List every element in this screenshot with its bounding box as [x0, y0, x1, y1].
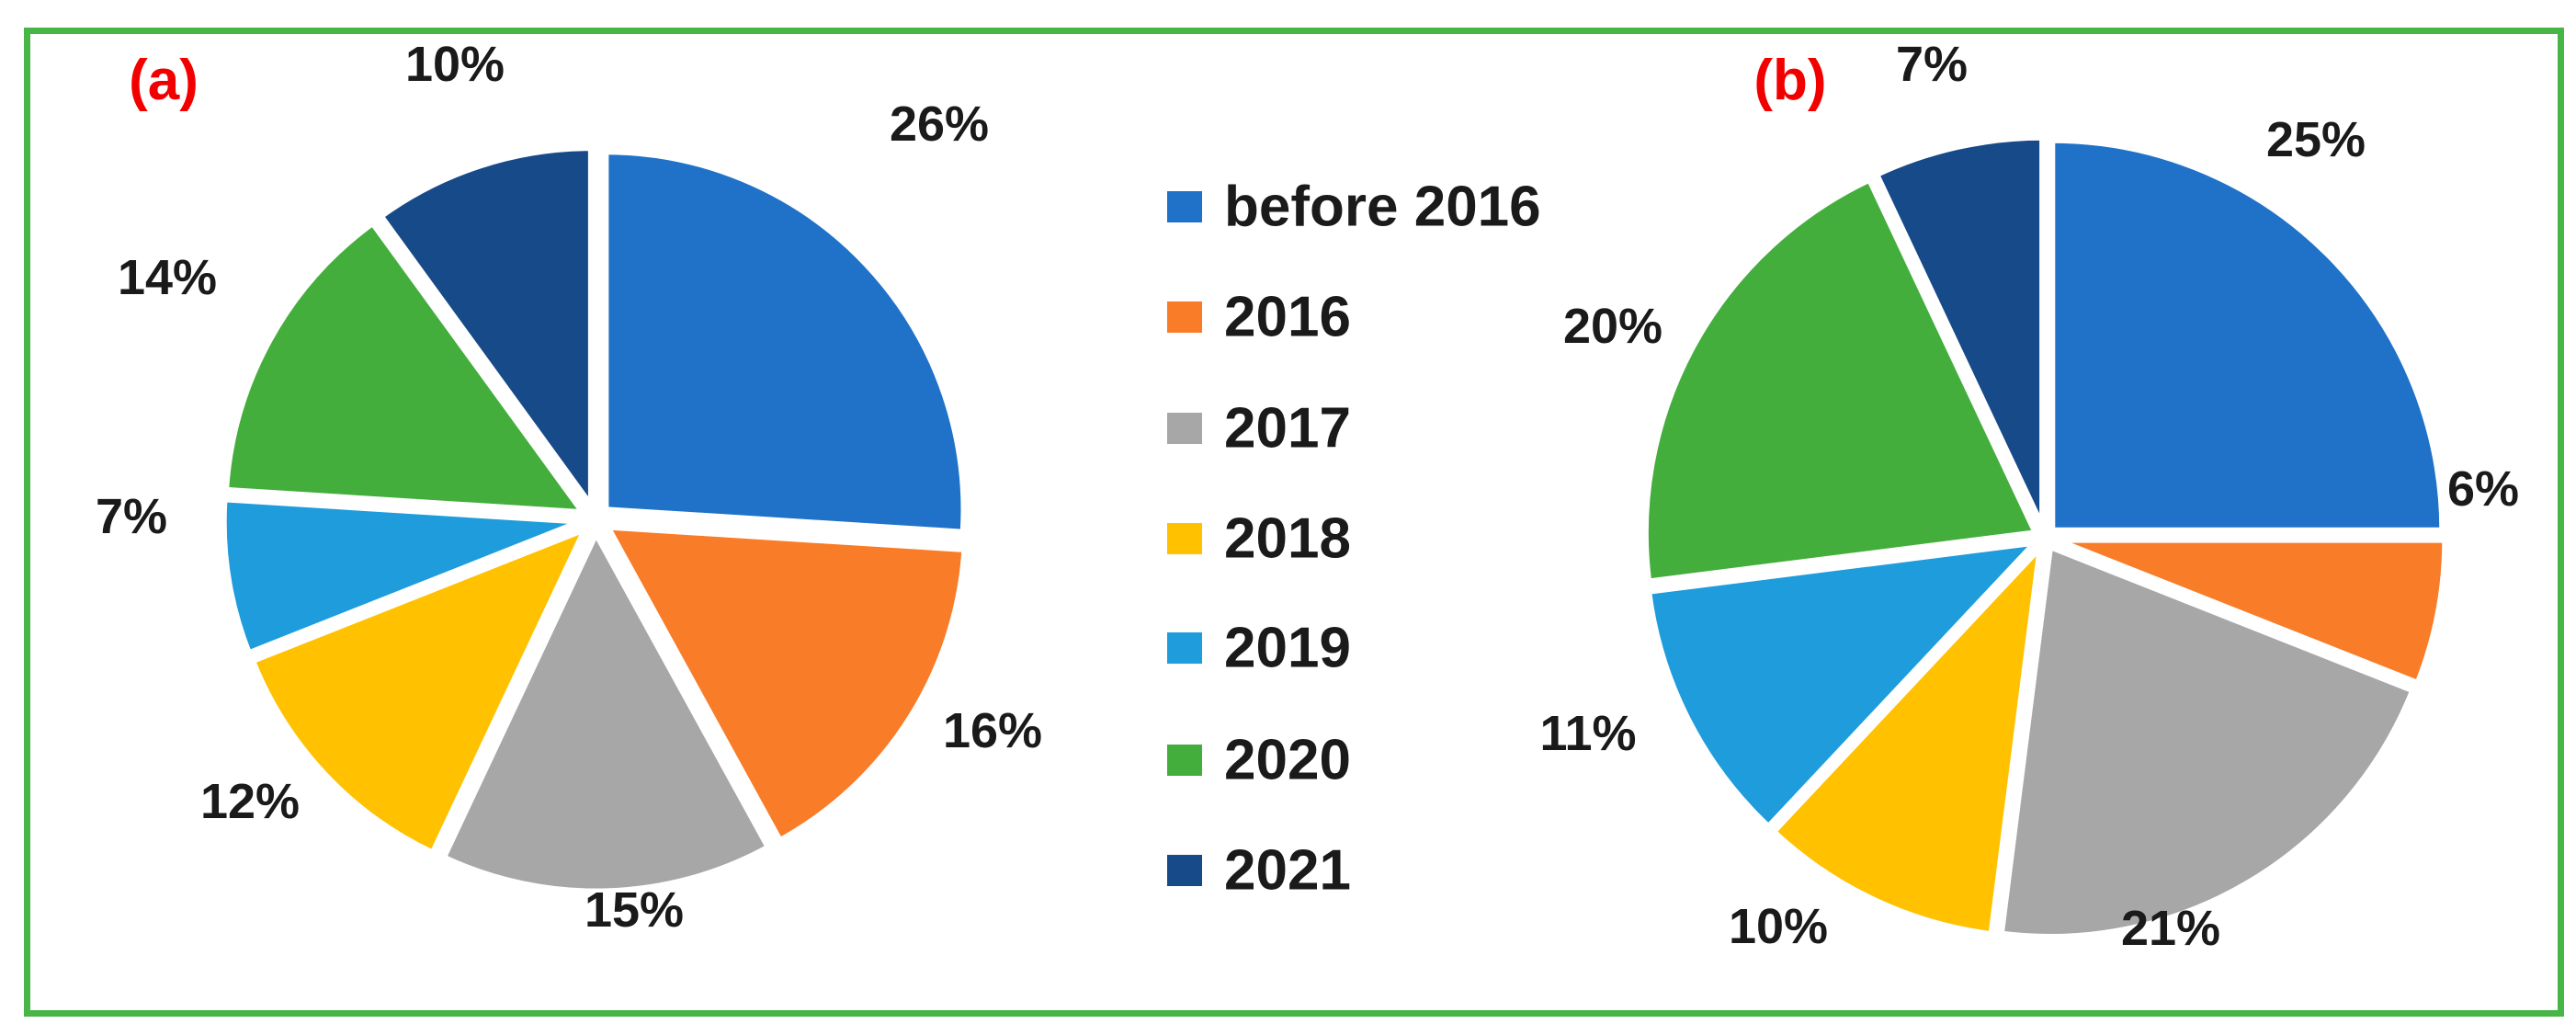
- pie-b-value-label-2017: 21%: [2121, 901, 2220, 956]
- legend-label-2021: 2021: [1224, 839, 1351, 903]
- legend-label-before-2016: before 2016: [1224, 176, 1541, 239]
- pie-a-slice-2018: [249, 525, 589, 857]
- pie-a-value-label-2016: 16%: [943, 703, 1042, 758]
- pie-b-value-label-before-2016: 25%: [2266, 112, 2366, 167]
- legend-label-2019: 2019: [1224, 617, 1351, 680]
- pie-b-value-label-2021: 7%: [1896, 37, 1968, 92]
- pie-b-value-label-2018: 10%: [1729, 899, 1828, 954]
- pie-a-slice-2016: [604, 523, 969, 845]
- legend-swatch-2017: [1167, 413, 1202, 444]
- pie-b-slice-2019: [1645, 539, 2039, 831]
- pie-a-slice-2017: [439, 529, 772, 895]
- pie-b-slice-before-2016: [2048, 136, 2446, 534]
- legend-swatch-2019: [1167, 632, 1202, 664]
- pie-a-value-label-2019: 7%: [96, 489, 167, 544]
- pie-a-slice-2021: [377, 144, 595, 510]
- pie-b-slice-2016: [2051, 536, 2449, 687]
- pie-b-slice-2021: [1873, 133, 2047, 531]
- legend-swatch-2021: [1167, 855, 1202, 886]
- pie-b-slice-2017: [1997, 543, 2417, 940]
- legend-swatch-2018: [1167, 523, 1202, 554]
- legend-label-2020: 2020: [1224, 729, 1351, 792]
- pie-a-slice-2019: [220, 495, 585, 657]
- legend-swatch-before-2016: [1167, 191, 1202, 222]
- legend-swatch-2016: [1167, 301, 1202, 333]
- pie-b-slice-2020: [1641, 176, 2039, 586]
- legend-label-2016: 2016: [1224, 286, 1351, 349]
- pie-b-value-label-2020: 20%: [1563, 299, 1662, 354]
- pie-b-value-label-2019: 11%: [1539, 706, 1636, 761]
- pie-a-value-label-2018: 12%: [200, 774, 300, 829]
- pie-a-value-label-2020: 14%: [118, 250, 217, 305]
- pie-b-value-label-2016: 6%: [2447, 461, 2519, 517]
- legend-label-2018: 2018: [1224, 507, 1351, 571]
- pie-a-slice-2020: [222, 219, 587, 517]
- legend-label-2017: 2017: [1224, 397, 1351, 461]
- pie-b-slice-2018: [1769, 543, 2044, 938]
- figure-border: [24, 28, 2564, 1017]
- panel-label-b: (b): [1753, 49, 1826, 112]
- pie-a-value-label-2021: 10%: [405, 37, 505, 92]
- pie-a-value-label-2017: 15%: [584, 882, 684, 938]
- pie-a-slice-before-2016: [602, 148, 968, 536]
- panel-label-a: (a): [129, 49, 199, 112]
- legend-swatch-2020: [1167, 745, 1202, 776]
- pie-a-value-label-before-2016: 26%: [890, 97, 989, 152]
